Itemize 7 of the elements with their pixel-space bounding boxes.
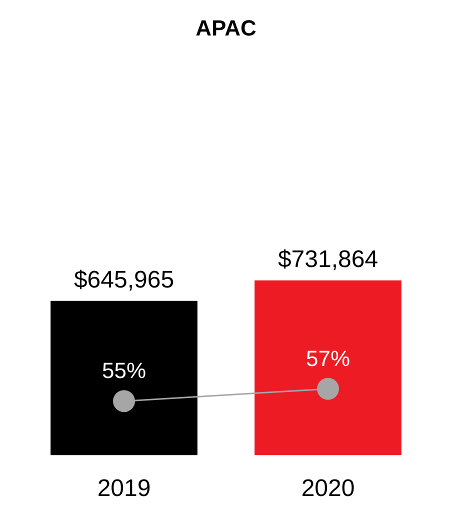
data-label: 57% xyxy=(306,346,350,371)
data-label: $645,965 xyxy=(74,266,174,294)
chart-title: APAC xyxy=(196,15,256,40)
x-tick-label: 2020 xyxy=(301,475,355,502)
data-label: $731,864 xyxy=(278,246,378,274)
x-tick-label: 2019 xyxy=(97,475,151,502)
data-label: 55% xyxy=(102,358,146,384)
